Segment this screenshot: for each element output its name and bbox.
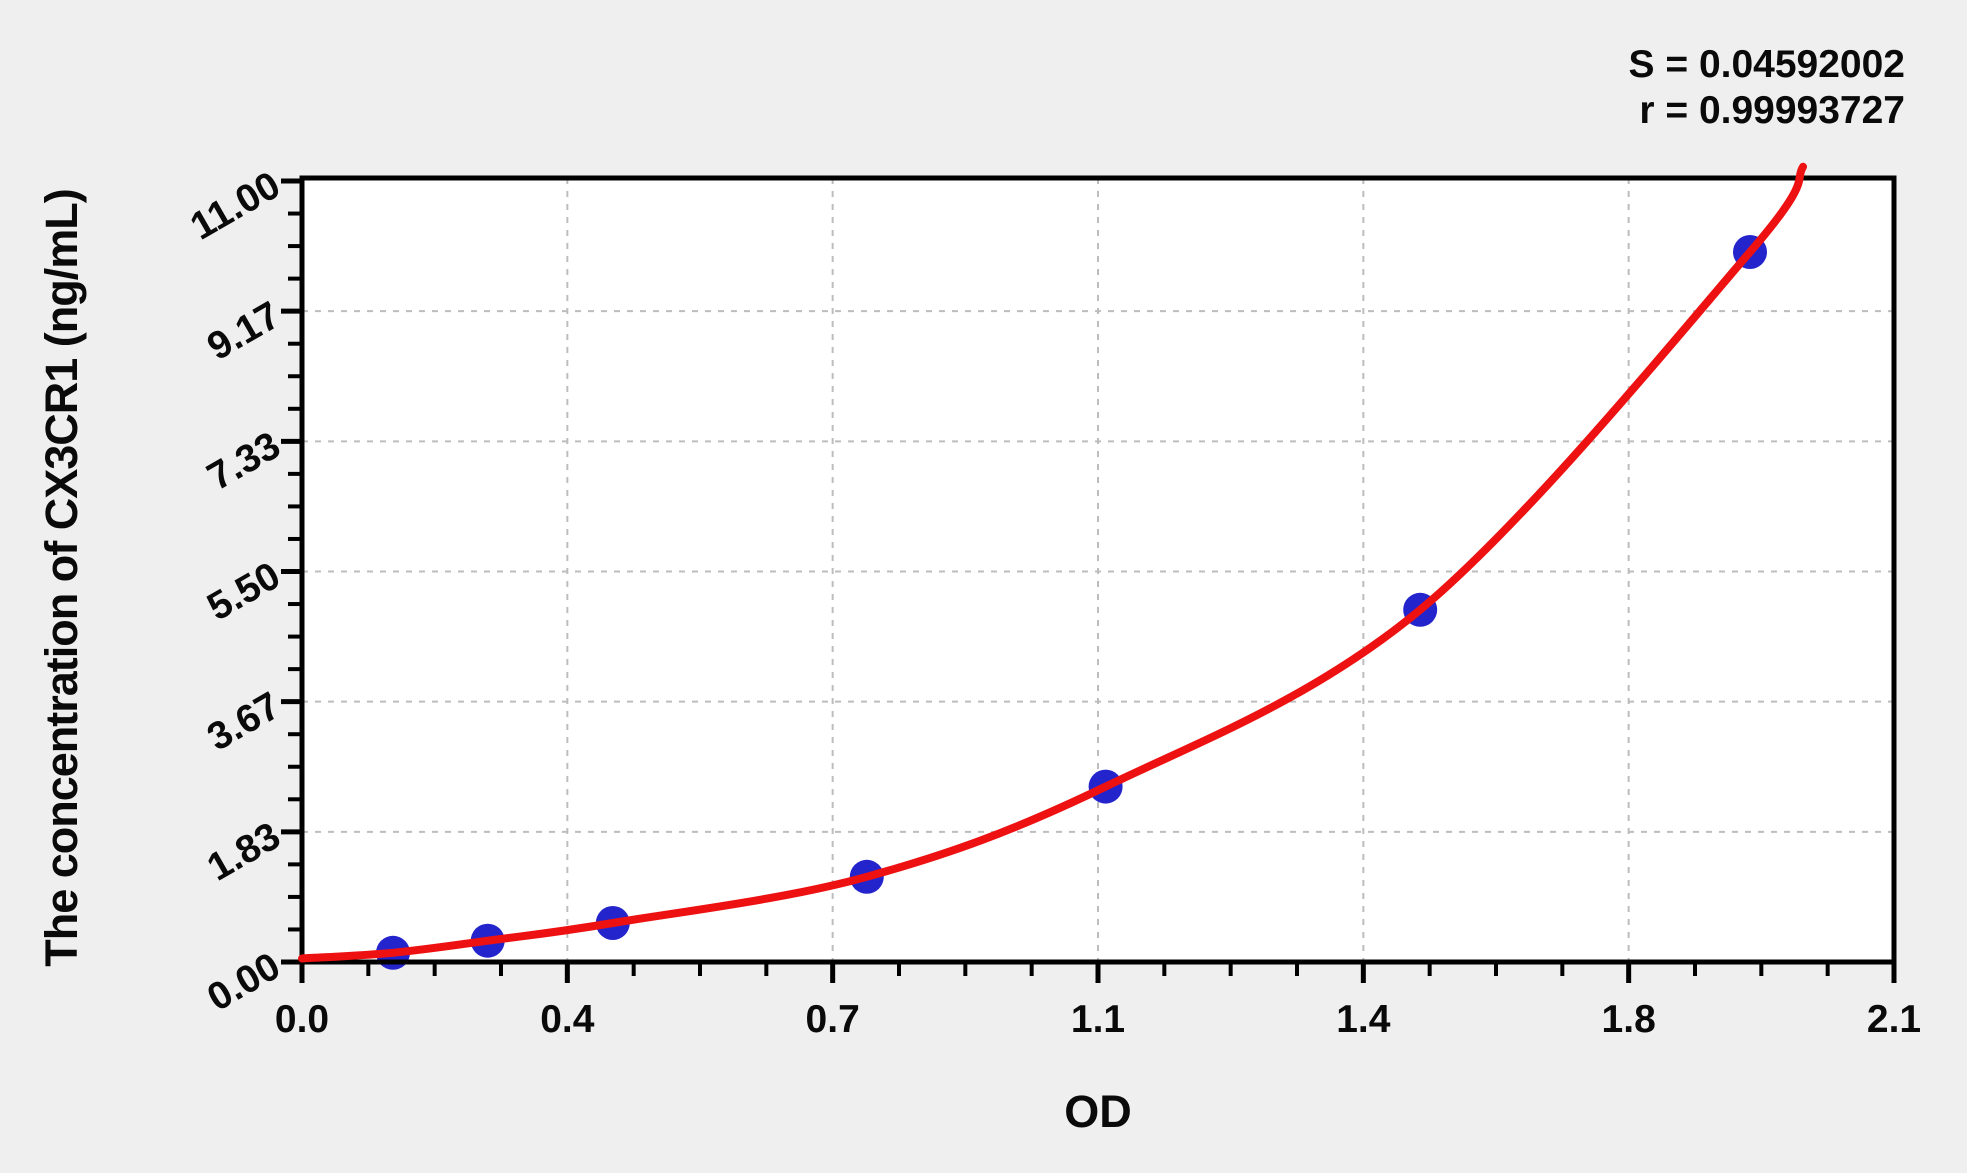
y-tick-label: 11.00	[183, 164, 287, 249]
x-tick-label: 0.7	[806, 998, 860, 1041]
x-tick-label: 0.4	[540, 998, 595, 1041]
r-value-label: r = 0.99993727	[1639, 89, 1905, 133]
y-tick-label: 3.67	[200, 684, 287, 759]
y-axis-title: The concentration of CX3CR1 (ng/mL)	[36, 189, 87, 967]
y-tick-label: 1.83	[200, 814, 287, 889]
stats-annotation: S = 0.04592002 r = 0.99993727	[1628, 42, 1905, 134]
fitted-curve	[298, 162, 1807, 963]
x-tick-label: 0.0	[275, 998, 329, 1041]
x-tick-label: 1.4	[1336, 998, 1391, 1041]
y-tick-label: 9.17	[200, 294, 287, 369]
x-axis-title: OD	[1064, 1086, 1132, 1137]
x-tick-label: 1.1	[1071, 998, 1125, 1041]
y-tick-label: 5.50	[200, 554, 287, 629]
x-tick-label: 1.8	[1602, 998, 1656, 1041]
x-tick-label: 2.1	[1867, 998, 1921, 1041]
y-tick-label: 7.33	[200, 424, 287, 499]
s-value-label: S = 0.04592002	[1628, 43, 1905, 86]
